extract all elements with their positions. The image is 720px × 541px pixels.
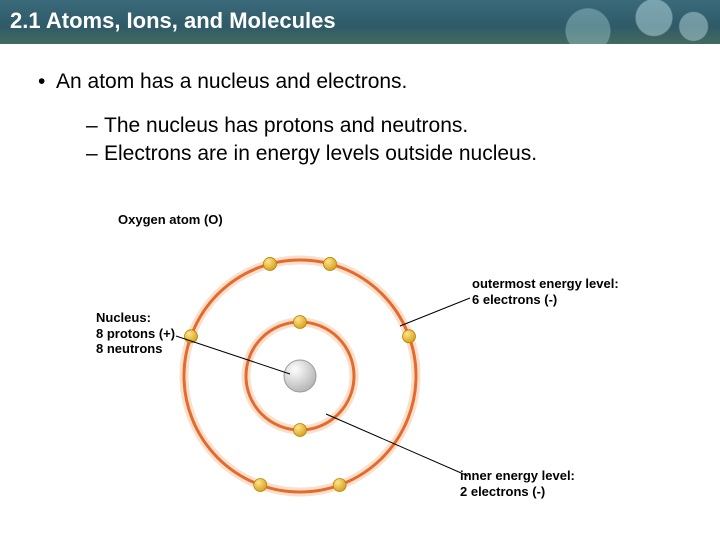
inner-shell-label: inner energy level: 2 electrons (-) xyxy=(460,468,575,499)
outer-shell-label: outermost energy level: 6 electrons (-) xyxy=(472,276,619,307)
header-decor xyxy=(500,0,720,44)
atom-diagram: Oxygen atom (O) Nucleus: 8 protons (+) 8… xyxy=(0,206,720,536)
bullet-main: An atom has a nucleus and electrons. xyxy=(38,70,682,94)
content-region: An atom has a nucleus and electrons. The… xyxy=(0,44,720,169)
header-bar: 2.1 Atoms, Ions, and Molecules xyxy=(0,0,720,44)
nucleus-label: Nucleus: 8 protons (+) 8 neutrons xyxy=(96,310,175,357)
atom-svg xyxy=(0,206,720,536)
diagram-title: Oxygen atom (O) xyxy=(118,212,223,228)
bullet-sub-2: Electrons are in energy levels outside n… xyxy=(86,140,682,168)
bullet-sub-1: The nucleus has protons and neutrons. xyxy=(86,112,682,140)
sub-bullets: The nucleus has protons and neutrons. El… xyxy=(38,112,682,169)
